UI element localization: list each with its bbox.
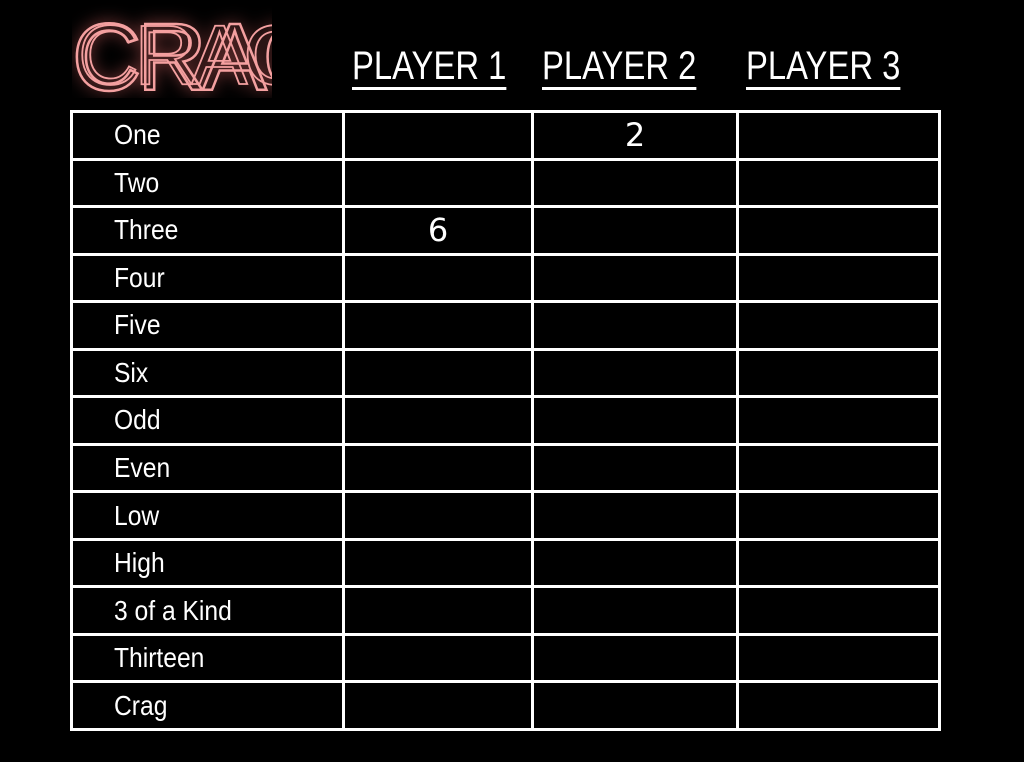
category-label: Low [70, 490, 345, 541]
category-text: Four [114, 261, 165, 293]
score-cell-player-1[interactable]: 6 [342, 205, 534, 256]
score-row: One 2 [70, 110, 941, 161]
category-label: Three [70, 205, 345, 256]
category-label: Five [70, 300, 345, 351]
category-label: 3 of a Kind [70, 585, 345, 636]
score-cell-player-2[interactable] [531, 395, 739, 446]
score-cell-player-3[interactable] [736, 442, 941, 494]
score-cell-player-3[interactable] [736, 537, 941, 589]
score-row: Four [70, 252, 941, 304]
category-text: Odd [114, 404, 161, 436]
svg-text:CRAG: CRAG [72, 4, 272, 98]
category-text: Three [114, 214, 179, 246]
category-text: Low [114, 499, 160, 531]
score-cell-player-3[interactable] [736, 680, 941, 731]
score-cell-player-1[interactable] [342, 632, 534, 684]
score-cell-player-1[interactable] [342, 252, 534, 304]
score-cell-player-2[interactable] [531, 632, 739, 684]
category-label: Four [70, 252, 345, 304]
category-text: Five [114, 309, 161, 341]
score-row: Five [70, 300, 941, 351]
score-cell-player-1[interactable] [342, 537, 534, 589]
score-cell-player-2[interactable] [531, 157, 739, 209]
score-cell-player-2[interactable] [531, 252, 739, 304]
score-cell-player-2[interactable] [531, 300, 739, 351]
score-row: Six [70, 347, 941, 399]
score-row: Thirteen [70, 632, 941, 684]
score-cell-player-2[interactable]: 2 [531, 110, 739, 161]
score-row: Three 6 [70, 205, 941, 256]
category-label: Even [70, 442, 345, 494]
score-sheet: One 2 Two Three 6 Four Five Six Odd Even Low High 3 … [70, 110, 941, 731]
score-cell-player-1[interactable] [342, 300, 534, 351]
score-cell-player-3[interactable] [736, 347, 941, 399]
player-2-header: PLAYER 2 [542, 44, 697, 88]
score-cell-player-3[interactable] [736, 300, 941, 351]
category-text: Two [114, 166, 160, 198]
category-label: Thirteen [70, 632, 345, 684]
category-label: Odd [70, 395, 345, 446]
score-row: Even [70, 442, 941, 494]
score-cell-player-2[interactable] [531, 205, 739, 256]
category-label: One [70, 110, 345, 161]
score-cell-player-1[interactable] [342, 395, 534, 446]
score-cell-player-3[interactable] [736, 585, 941, 636]
score-cell-player-3[interactable] [736, 110, 941, 161]
score-cell-player-2[interactable] [531, 347, 739, 399]
score-cell-player-2[interactable] [531, 585, 739, 636]
category-text: High [114, 547, 165, 579]
category-label: High [70, 537, 345, 589]
score-cell-player-1[interactable] [342, 680, 534, 731]
score-cell-player-1[interactable] [342, 442, 534, 494]
score-row: Odd [70, 395, 941, 446]
crag-logo: CRAG CRAG [72, 3, 272, 98]
score-cell-player-3[interactable] [736, 632, 941, 684]
score-cell-player-3[interactable] [736, 157, 941, 209]
score-cell-player-2[interactable] [531, 537, 739, 589]
category-text: Even [114, 451, 171, 483]
score-cell-player-3[interactable] [736, 205, 941, 256]
svg-text:CRAG: CRAG [78, 8, 272, 98]
score-cell-player-2[interactable] [531, 680, 739, 731]
score-cell-player-1[interactable] [342, 110, 534, 161]
category-label: Crag [70, 680, 345, 731]
category-label: Six [70, 347, 345, 399]
score-cell-player-1[interactable] [342, 347, 534, 399]
score-cell-player-3[interactable] [736, 252, 941, 304]
score-cell-player-2[interactable] [531, 442, 739, 494]
category-text: Crag [114, 689, 168, 721]
score-row: Two [70, 157, 941, 209]
category-text: 3 of a Kind [114, 594, 232, 626]
score-cell-player-3[interactable] [736, 395, 941, 446]
category-text: Six [114, 356, 149, 388]
score-cell-player-1[interactable] [342, 490, 534, 541]
score-cell-player-1[interactable] [342, 157, 534, 209]
score-cell-player-3[interactable] [736, 490, 941, 541]
score-row: Low [70, 490, 941, 541]
score-row: 3 of a Kind [70, 585, 941, 636]
score-row: High [70, 537, 941, 589]
category-text: Thirteen [114, 642, 205, 674]
player-3-header: PLAYER 3 [746, 44, 901, 88]
player-1-header: PLAYER 1 [352, 44, 507, 88]
score-row: Crag [70, 680, 941, 731]
score-cell-player-1[interactable] [342, 585, 534, 636]
category-label: Two [70, 157, 345, 209]
category-text: One [114, 119, 161, 151]
score-cell-player-2[interactable] [531, 490, 739, 541]
